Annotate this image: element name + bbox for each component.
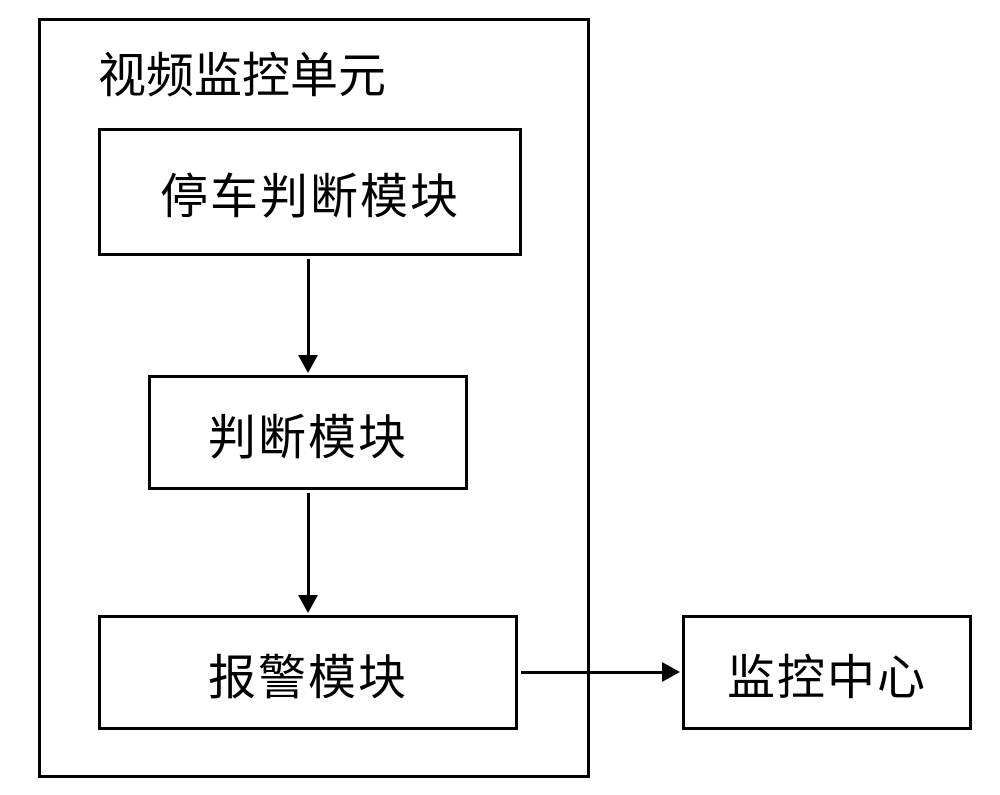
edge-alarm-to-center xyxy=(521,671,664,674)
node-monitor-center: 监控中心 xyxy=(682,615,972,730)
node-parking-judge: 停车判断模块 xyxy=(98,128,522,256)
edge-judge-to-alarm-head xyxy=(298,595,318,613)
edge-parking-to-judge-head xyxy=(298,355,318,373)
node-judge-label: 判断模块 xyxy=(208,398,408,468)
node-monitor-center-label: 监控中心 xyxy=(727,638,927,708)
container-title: 视频监控单元 xyxy=(98,36,386,106)
edge-judge-to-alarm xyxy=(307,493,310,597)
node-judge: 判断模块 xyxy=(148,375,468,490)
node-alarm: 报警模块 xyxy=(98,615,518,730)
edge-alarm-to-center-head xyxy=(662,662,680,682)
edge-parking-to-judge xyxy=(307,259,310,357)
node-parking-judge-label: 停车判断模块 xyxy=(160,157,460,227)
node-alarm-label: 报警模块 xyxy=(208,638,408,708)
